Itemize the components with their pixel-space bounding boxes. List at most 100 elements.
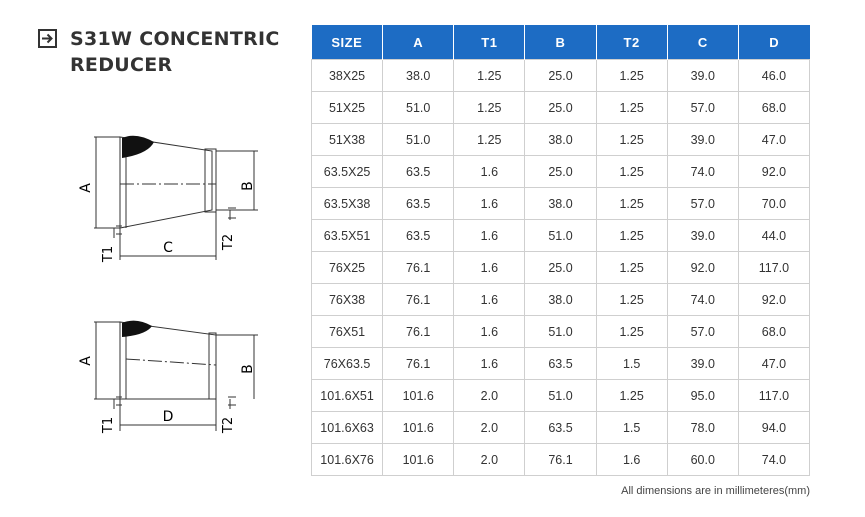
label-t1: T1 — [101, 417, 116, 434]
table-cell: 92.0 — [737, 283, 811, 316]
label-t2: T2 — [221, 417, 236, 434]
table-body: 38X25 38.0 1.25 25.0 1.25 39.0 46.0 51X25 51.0 1.… — [310, 59, 811, 476]
table-cell: 1.25 — [595, 219, 668, 252]
dimensions-table: SIZE A T1 B T2 C D 38X25 38.0 1.25 25.0 1.25… — [310, 25, 811, 476]
table-cell: 76.1 — [382, 283, 455, 316]
table-cell: 63.5 — [524, 411, 597, 444]
table-cell: 51.0 — [382, 91, 455, 124]
table-cell: 1.25 — [595, 187, 668, 220]
table-cell: 76.1 — [382, 347, 455, 380]
table-cell: 46.0 — [737, 59, 811, 92]
table-cell: 74.0 — [737, 443, 811, 476]
table-cell: 1.6 — [453, 219, 526, 252]
footnote: All dimensions are in millimeteres(mm) — [621, 485, 810, 497]
table-cell: 76X51 — [310, 315, 384, 348]
label-t2: T2 — [221, 234, 236, 251]
title-line-2: REDUCER — [70, 54, 173, 76]
table-cell: 51.0 — [524, 219, 597, 252]
table-cell: 39.0 — [666, 123, 739, 156]
table-cell: 25.0 — [524, 155, 597, 188]
table-cell: 2.0 — [453, 379, 526, 412]
table-cell: 76.1 — [524, 443, 597, 476]
table-cell: 1.25 — [595, 59, 668, 92]
header-size: SIZE — [311, 25, 384, 60]
table-cell: 1.25 — [595, 315, 668, 348]
table-cell: 60.0 — [666, 443, 739, 476]
table-cell: 51X25 — [310, 91, 384, 124]
table-cell: 92.0 — [666, 251, 739, 284]
table-cell: 47.0 — [737, 347, 811, 380]
label-b: B — [240, 364, 256, 374]
table-row: 51X25 51.0 1.25 25.0 1.25 57.0 68.0 — [310, 91, 811, 124]
table-cell: 63.5X38 — [310, 187, 384, 220]
table-cell: 44.0 — [737, 219, 811, 252]
table-row: 101.6X76 101.6 2.0 76.1 1.6 60.0 74.0 — [310, 443, 811, 476]
table-cell: 38X25 — [310, 59, 384, 92]
table-cell: 38.0 — [524, 123, 597, 156]
table-cell: 101.6X51 — [310, 379, 384, 412]
header-t1: T1 — [453, 25, 526, 60]
table-cell: 51.0 — [524, 315, 597, 348]
table-cell: 57.0 — [666, 187, 739, 220]
table-cell: 25.0 — [524, 91, 597, 124]
table-cell: 74.0 — [666, 283, 739, 316]
table-cell: 1.5 — [595, 411, 668, 444]
label-a: A — [78, 183, 94, 193]
table-cell: 38.0 — [524, 187, 597, 220]
table-cell: 1.25 — [595, 379, 668, 412]
table-row: 63.5X25 63.5 1.6 25.0 1.25 74.0 92.0 — [310, 155, 811, 188]
table-cell: 39.0 — [666, 347, 739, 380]
table-cell: 101.6 — [382, 443, 455, 476]
table-cell: 57.0 — [666, 315, 739, 348]
table-cell: 76X25 — [310, 251, 384, 284]
table-cell: 1.6 — [453, 347, 526, 380]
header-t2: T2 — [596, 25, 668, 60]
table-cell: 101.6X63 — [310, 411, 384, 444]
table-cell: 1.25 — [595, 123, 668, 156]
label-a: A — [78, 356, 94, 366]
table-cell: 38.0 — [382, 59, 455, 92]
table-cell: 1.6 — [595, 443, 668, 476]
table-cell: 101.6 — [382, 411, 455, 444]
table-row: 76X63.5 76.1 1.6 63.5 1.5 39.0 47.0 — [310, 347, 811, 380]
header-a: A — [382, 25, 455, 60]
table-cell: 1.6 — [453, 283, 526, 316]
table-cell: 1.25 — [595, 251, 668, 284]
table-cell: 1.25 — [453, 91, 526, 124]
table-cell: 1.6 — [453, 251, 526, 284]
table-row: 38X25 38.0 1.25 25.0 1.25 39.0 46.0 — [310, 59, 811, 92]
table-cell: 76.1 — [382, 251, 455, 284]
table-cell: 1.6 — [453, 187, 526, 220]
table-cell: 63.5 — [382, 219, 455, 252]
table-cell: 117.0 — [737, 379, 811, 412]
table-cell: 63.5 — [382, 155, 455, 188]
table-cell: 1.6 — [453, 315, 526, 348]
table-cell: 74.0 — [666, 155, 739, 188]
table-cell: 63.5X25 — [310, 155, 384, 188]
table-cell: 117.0 — [737, 251, 811, 284]
table-cell: 78.0 — [666, 411, 739, 444]
label-c: C — [163, 240, 173, 256]
label-b: B — [240, 181, 256, 191]
table-cell: 38.0 — [524, 283, 597, 316]
table-cell: 47.0 — [737, 123, 811, 156]
table-header-row: SIZE A T1 B T2 C D — [311, 25, 810, 60]
table-row: 76X38 76.1 1.6 38.0 1.25 74.0 92.0 — [310, 283, 811, 316]
table-cell: 1.6 — [453, 155, 526, 188]
header-c: C — [667, 25, 739, 60]
table-cell: 51.0 — [382, 123, 455, 156]
table-cell: 76X38 — [310, 283, 384, 316]
table-cell: 57.0 — [666, 91, 739, 124]
table-cell: 1.5 — [595, 347, 668, 380]
table-cell: 68.0 — [737, 315, 811, 348]
table-cell: 68.0 — [737, 91, 811, 124]
table-cell: 1.25 — [453, 123, 526, 156]
table-cell: 39.0 — [666, 59, 739, 92]
table-row: 76X25 76.1 1.6 25.0 1.25 92.0 117.0 — [310, 251, 811, 284]
reducer-diagram-d: A B D T1 T2 — [78, 320, 258, 434]
table-cell: 39.0 — [666, 219, 739, 252]
table-cell: 2.0 — [453, 443, 526, 476]
title-line-1: S31W CONCENTRIC — [70, 28, 280, 50]
table-cell: 76X63.5 — [310, 347, 384, 380]
table-cell: 63.5 — [382, 187, 455, 220]
